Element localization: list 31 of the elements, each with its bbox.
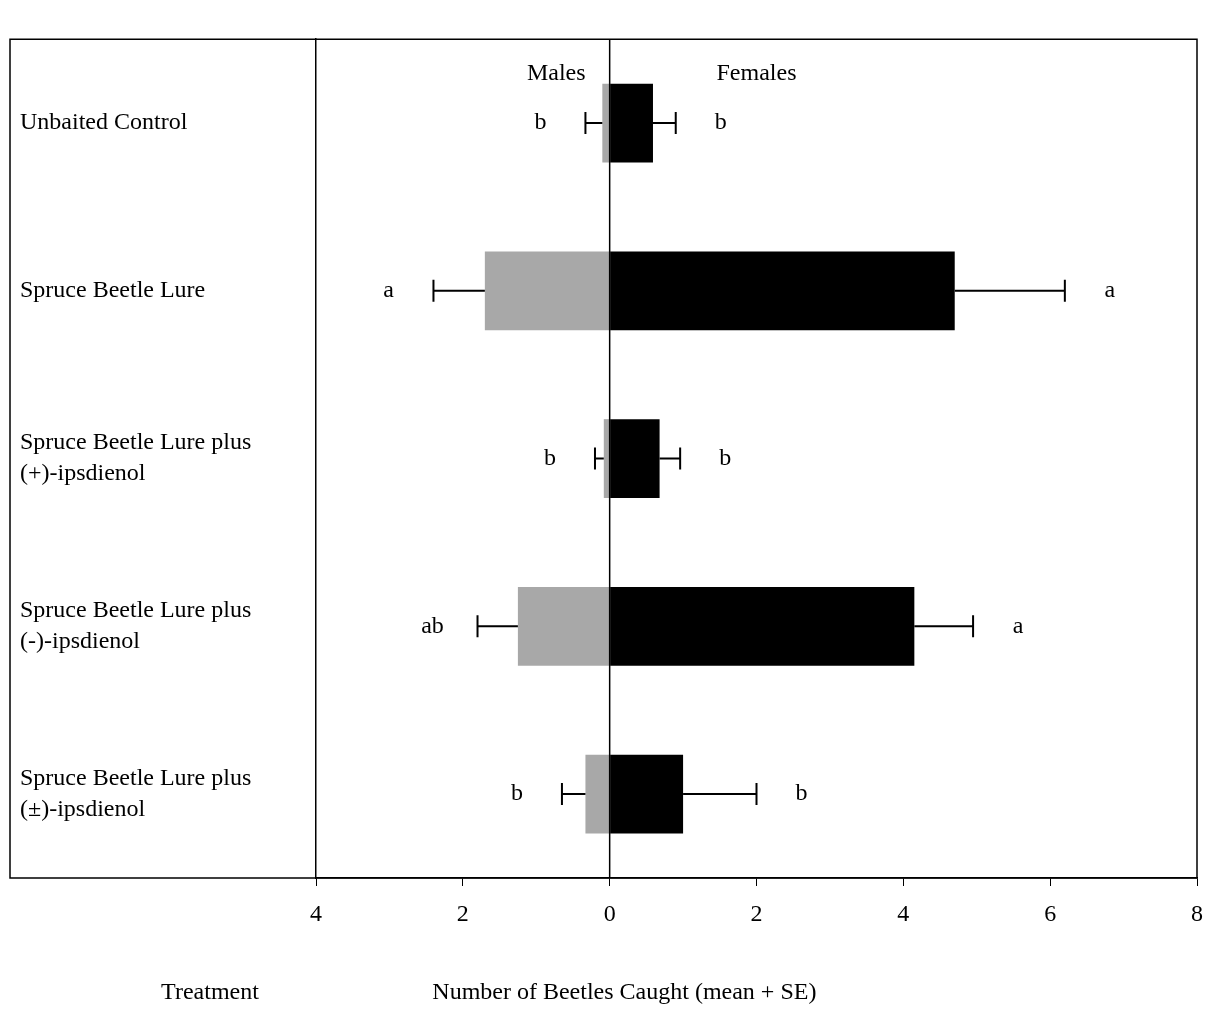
text: Females [716, 59, 797, 86]
annotation: ab [421, 611, 444, 638]
annotation: a [383, 276, 395, 303]
x-tick-label: 2 [750, 899, 763, 926]
y-tick-label: Spruce Beetle Lure plus (±)-ipsdienol [20, 763, 252, 822]
y-tick-label: Spruce Beetle Lure plus (-)-ipsdienol [20, 596, 252, 654]
y-tick-label: Unbaited Control [20, 108, 188, 135]
bar [585, 754, 610, 834]
x-axis-title: Number of Beetles Caught (mean + SE) [432, 978, 817, 1005]
bar [603, 419, 610, 499]
bar [484, 251, 610, 331]
x-tick-label: 0 [603, 899, 616, 926]
bar [602, 83, 610, 163]
x-tick-label: 2 [456, 899, 469, 926]
annotation: b [510, 779, 523, 806]
annotation: b [543, 443, 556, 470]
x-tick-label: 4 [310, 899, 322, 926]
annotation: b [714, 108, 727, 135]
annotation: a [1012, 611, 1024, 638]
y-tick-label: Spruce Beetle Lure plus (+)-ipsdienol [20, 428, 252, 486]
series-label: Males [526, 59, 586, 86]
x-tick-label: 4 [897, 899, 910, 926]
bar [517, 586, 610, 666]
annotation: b [534, 108, 547, 135]
x-tick-label: 8 [1191, 899, 1203, 926]
annotation: b [719, 443, 732, 470]
y-axis-title: Treatment [161, 978, 260, 1005]
annotation: b [795, 779, 808, 806]
x-tick-label: 6 [1044, 899, 1057, 926]
annotation: a [1104, 276, 1116, 303]
y-tick-label: Spruce Beetle Lure [20, 276, 206, 303]
